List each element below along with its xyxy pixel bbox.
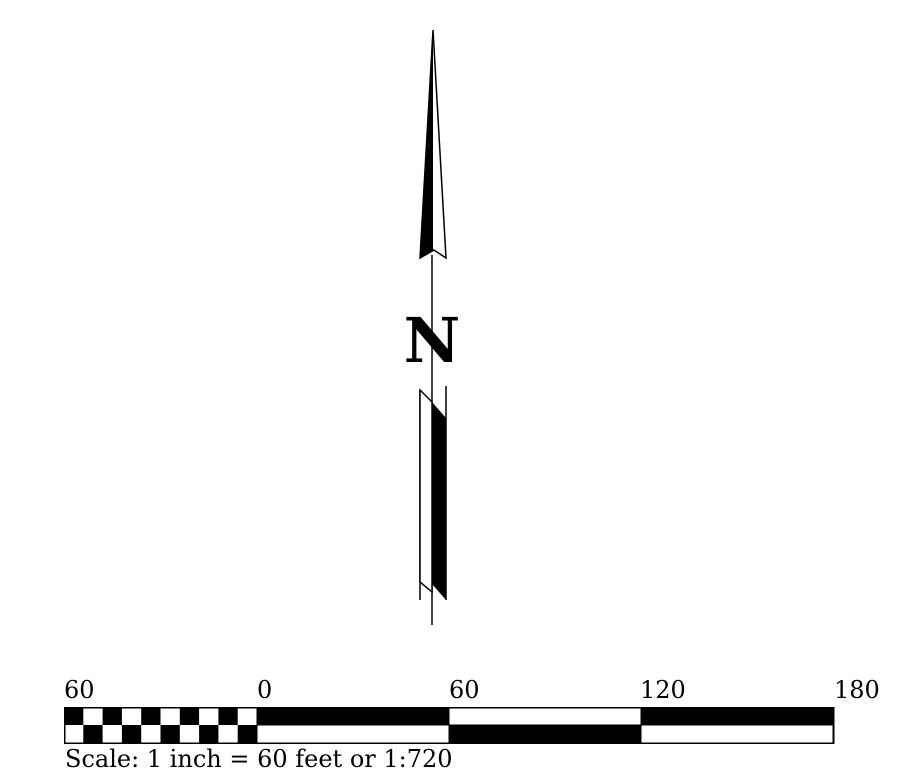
- scale-bar-subdivision: [160, 725, 181, 743]
- scale-bar-outline: [64, 707, 835, 744]
- scale-bar-segment: [640, 707, 834, 726]
- scale-bar-segment: [448, 724, 642, 744]
- north-arrow-tail-white: [419, 388, 433, 594]
- scale-tick-label: 60: [64, 676, 95, 704]
- scale-bar: [64, 707, 835, 744]
- scale-tick-label: 0: [257, 676, 273, 704]
- scale-bar-major-segments: [256, 707, 834, 744]
- scale-bar-subdivision: [121, 707, 142, 725]
- north-arrow-tail-black: [432, 402, 446, 600]
- scale-bar-subdivision: [64, 725, 84, 743]
- north-letter: N: [404, 304, 461, 377]
- scale-bar-subdivision: [83, 725, 103, 743]
- scale-bar-subdivision: [64, 707, 84, 725]
- scale-bar-subdivision: [237, 707, 258, 725]
- scale-bar-subdivision: [218, 725, 238, 743]
- scale-bar-segment: [448, 707, 642, 726]
- scale-statement: Scale: 1 inch = 60 feet or 1:720: [65, 745, 453, 773]
- scale-bar-subdivision: [102, 725, 123, 743]
- scale-bar-subdivision: [141, 707, 161, 725]
- scale-tick-label: 60: [449, 676, 480, 704]
- scale-bar-segment: [640, 724, 834, 744]
- scale-bar-subdivision: [199, 725, 219, 743]
- scale-bar-subdivisions: [64, 707, 258, 743]
- scale-bar-subdivision: [218, 707, 238, 725]
- scale-bar-subdivision: [179, 725, 200, 743]
- scale-tick-label: 120: [640, 676, 686, 704]
- north-arrow: N: [404, 29, 461, 625]
- scale-bar-subdivision: [141, 725, 161, 743]
- scale-bar-segment: [256, 724, 450, 744]
- scale-bar-segment: [256, 707, 450, 726]
- north-arrow-head-fill: [420, 30, 433, 258]
- scale-bar-subdivision: [179, 707, 200, 725]
- scale-bar-subdivision: [83, 707, 103, 725]
- scale-bar-subdivision: [237, 725, 258, 743]
- scale-bar-subdivision: [121, 725, 142, 743]
- scale-bar-subdivision: [199, 707, 219, 725]
- scale-tick-label: 180: [834, 676, 880, 704]
- scale-bar-subdivision: [160, 707, 181, 725]
- scale-bar-subdivision: [102, 707, 123, 725]
